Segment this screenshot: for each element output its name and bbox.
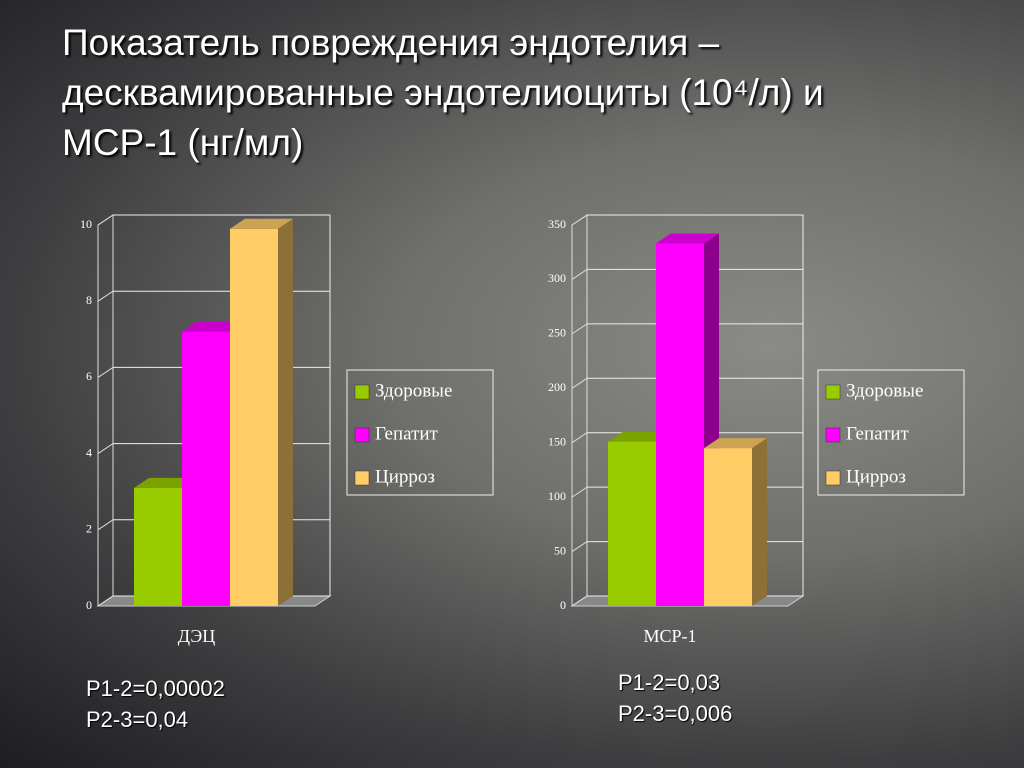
- y-tick-label: 350: [548, 217, 566, 231]
- y-tick-label: 300: [548, 271, 566, 285]
- p-value-note: P2-3=0,04: [86, 707, 189, 732]
- slide-title: Показатель повреждения эндотелия – дескв…: [62, 22, 824, 163]
- bar-side: [278, 218, 293, 606]
- bar-side: [752, 438, 767, 606]
- grid-line-side: [571, 595, 588, 607]
- grid-line-side: [571, 432, 588, 444]
- side-wall: [571, 214, 588, 607]
- grid-line-side: [571, 269, 588, 280]
- bar-top: [704, 438, 767, 449]
- legend-box: [346, 369, 494, 496]
- grid-line-side: [571, 214, 588, 226]
- legend-swatch: [825, 427, 841, 443]
- grid-line-side: [97, 366, 114, 378]
- bar: [608, 441, 656, 606]
- bar: [704, 448, 752, 606]
- y-tick-label: 0: [86, 598, 92, 612]
- bar-top: [656, 233, 719, 244]
- legend-swatch: [825, 384, 841, 400]
- y-tick-label: 250: [548, 326, 566, 340]
- grid-line-side: [571, 377, 588, 389]
- legend-label: Гепатит: [846, 423, 910, 444]
- legend-swatch: [354, 427, 370, 443]
- bar-top: [182, 321, 245, 332]
- grid-line-side: [97, 214, 114, 226]
- legend-swatch: [354, 384, 370, 400]
- legend-label: Цирроз: [846, 466, 906, 487]
- bar-top: [230, 218, 293, 229]
- y-tick-label: 2: [86, 522, 92, 536]
- y-tick-label: 4: [86, 445, 92, 459]
- legend-swatch: [354, 470, 370, 486]
- grid-line-side: [97, 443, 114, 455]
- grid-line-side: [97, 519, 114, 531]
- y-tick-label: 150: [548, 434, 566, 448]
- legend-label: Гепатит: [375, 423, 439, 444]
- bar-top: [608, 431, 671, 442]
- bar: [656, 243, 704, 606]
- y-tick-label: 8: [86, 293, 92, 307]
- legend-label: Здоровые: [846, 380, 923, 401]
- y-tick-label: 200: [548, 380, 566, 394]
- grid-line-side: [571, 541, 588, 552]
- x-axis-label: ДЭЦ: [178, 626, 216, 646]
- legend-box: [817, 369, 965, 496]
- grid-line-side: [97, 595, 114, 607]
- grid-line-side: [97, 290, 114, 302]
- bar-top: [134, 477, 197, 488]
- x-axis-label: МСР-1: [643, 626, 696, 646]
- p-value-note: P1-2=0,03: [618, 670, 721, 695]
- y-tick-label: 10: [80, 217, 92, 231]
- p-value-note: P2-3=0,006: [618, 701, 733, 726]
- grid-line-side: [571, 486, 588, 498]
- y-tick-label: 6: [86, 369, 92, 383]
- legend-label: Здоровые: [375, 380, 452, 401]
- grid-line-side: [571, 323, 588, 335]
- y-tick-label: 0: [560, 598, 566, 612]
- bar: [182, 331, 230, 606]
- legend-swatch: [825, 470, 841, 486]
- side-wall: [97, 214, 114, 607]
- bar: [230, 228, 278, 606]
- legend-label: Цирроз: [375, 466, 435, 487]
- bar: [134, 487, 182, 606]
- p-value-note: P1-2=0,00002: [86, 676, 225, 701]
- y-tick-label: 100: [548, 489, 566, 503]
- y-tick-label: 50: [554, 543, 566, 557]
